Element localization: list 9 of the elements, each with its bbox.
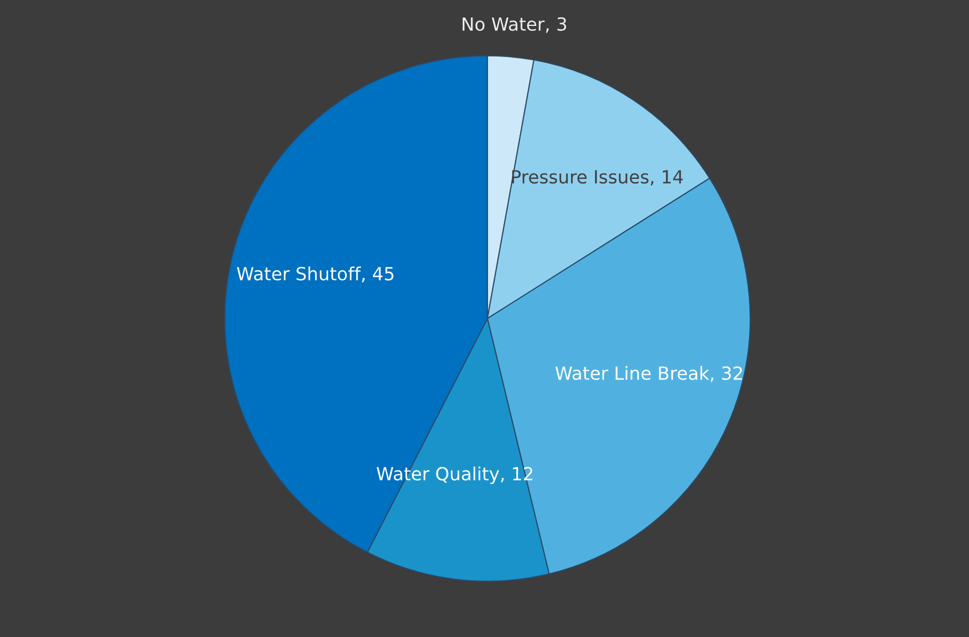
data-label: , 12	[501, 466, 532, 482]
data-label: , 45	[362, 267, 394, 282]
slice-label: Water Quality	[376, 466, 500, 484]
data-label: , 3	[546, 17, 566, 33]
slice-label: Water Shutoff	[236, 266, 361, 280]
data-label: , 14	[650, 170, 683, 186]
slice-label: Water Line Break	[555, 366, 710, 380]
data-label: , 32	[710, 366, 742, 382]
slice-label: No Water	[462, 17, 545, 31]
